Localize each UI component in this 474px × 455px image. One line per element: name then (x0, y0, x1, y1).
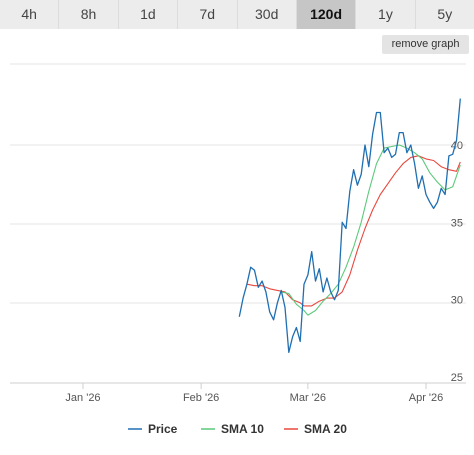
x-tick-label: Feb '26 (183, 392, 219, 404)
series-line-sma-20 (246, 155, 461, 307)
y-tick-label: 40 (451, 140, 463, 152)
y-tick-label: 30 (451, 295, 463, 307)
legend-label[interactable]: Price (148, 422, 178, 436)
tab-1d[interactable]: 1d (118, 0, 179, 29)
series-lines (238, 98, 461, 353)
legend-label[interactable]: SMA 20 (304, 422, 347, 436)
legend: Price SMA 10 SMA 20 (128, 422, 347, 436)
x-axis-ticks: Jan '26 Feb '26 Mar '26 Apr '26 (65, 383, 443, 404)
legend-label[interactable]: SMA 10 (221, 422, 264, 436)
tab-120d[interactable]: 120d (296, 0, 357, 29)
remove-graph-button[interactable]: remove graph (382, 35, 469, 54)
x-tick-label: Jan '26 (65, 392, 100, 404)
y-tick-label: 25 (451, 372, 463, 384)
series-line-sma-10 (281, 144, 461, 316)
x-tick-label: Mar '26 (290, 392, 326, 404)
x-tick-label: Apr '26 (409, 392, 444, 404)
tab-4h[interactable]: 4h (0, 0, 60, 29)
tab-7d[interactable]: 7d (178, 0, 238, 29)
tab-1y[interactable]: 1y (356, 0, 416, 29)
time-range-tabs: 4h 8h 1d 7d 30d 120d 1y 5y (0, 0, 474, 29)
grid-lines (10, 63, 466, 384)
y-axis-ticks: 25 30 35 40 (451, 140, 463, 384)
series-line-price (238, 98, 461, 353)
tab-8h[interactable]: 8h (59, 0, 119, 29)
y-tick-label: 35 (451, 217, 463, 229)
tab-5y[interactable]: 5y (415, 0, 474, 29)
tab-30d[interactable]: 30d (237, 0, 297, 29)
